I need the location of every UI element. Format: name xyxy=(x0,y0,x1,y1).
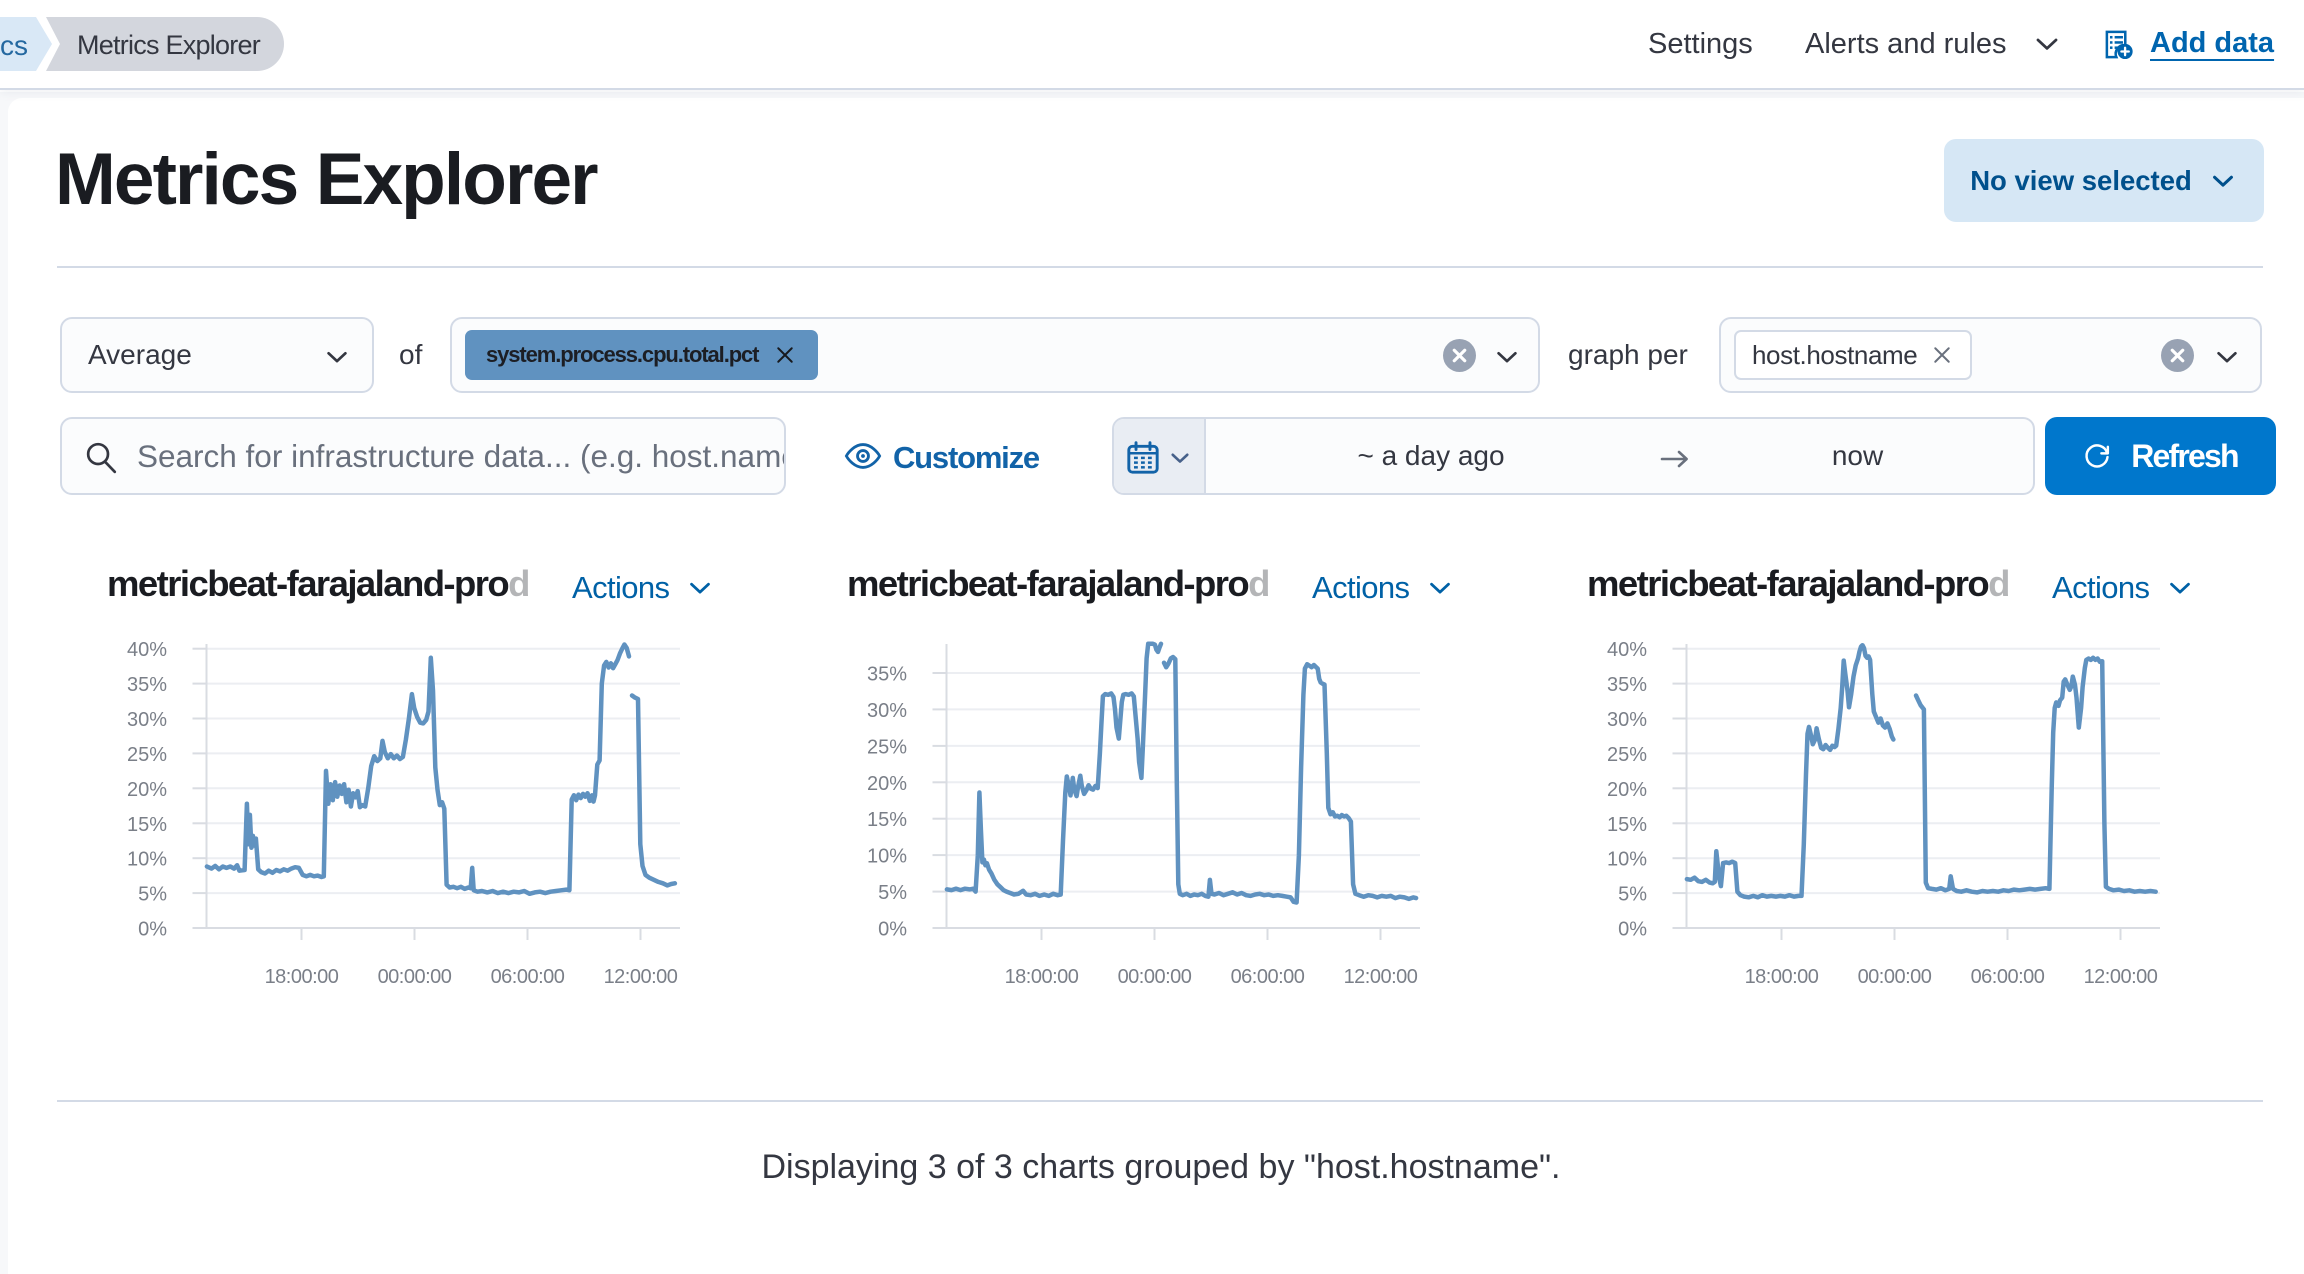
svg-text:5%: 5% xyxy=(1618,884,1647,906)
svg-text:06:00:00: 06:00:00 xyxy=(491,966,565,988)
svg-text:12:00:00: 12:00:00 xyxy=(1344,966,1418,988)
svg-text:06:00:00: 06:00:00 xyxy=(1971,966,2045,988)
svg-text:06:00:00: 06:00:00 xyxy=(1231,966,1305,988)
svg-text:20%: 20% xyxy=(867,773,907,795)
svg-text:18:00:00: 18:00:00 xyxy=(265,966,339,988)
svg-text:18:00:00: 18:00:00 xyxy=(1005,966,1079,988)
svg-text:0%: 0% xyxy=(1618,919,1647,941)
svg-text:30%: 30% xyxy=(1607,709,1647,731)
svg-text:40%: 40% xyxy=(127,639,167,661)
svg-text:35%: 35% xyxy=(867,664,907,686)
svg-text:15%: 15% xyxy=(1607,814,1647,836)
svg-text:35%: 35% xyxy=(127,674,167,696)
svg-text:0%: 0% xyxy=(878,919,907,941)
svg-text:15%: 15% xyxy=(127,814,167,836)
svg-text:15%: 15% xyxy=(867,809,907,831)
svg-text:10%: 10% xyxy=(1607,849,1647,871)
svg-text:40%: 40% xyxy=(1607,639,1647,661)
svg-text:20%: 20% xyxy=(127,779,167,801)
svg-text:30%: 30% xyxy=(127,709,167,731)
svg-text:00:00:00: 00:00:00 xyxy=(1118,966,1192,988)
svg-text:25%: 25% xyxy=(867,736,907,758)
svg-text:10%: 10% xyxy=(867,846,907,868)
svg-text:0%: 0% xyxy=(138,919,167,941)
svg-text:30%: 30% xyxy=(867,700,907,722)
svg-text:18:00:00: 18:00:00 xyxy=(1745,966,1819,988)
svg-text:00:00:00: 00:00:00 xyxy=(378,966,452,988)
svg-text:12:00:00: 12:00:00 xyxy=(2084,966,2158,988)
svg-text:10%: 10% xyxy=(127,849,167,871)
svg-text:5%: 5% xyxy=(138,884,167,906)
svg-text:20%: 20% xyxy=(1607,779,1647,801)
svg-text:25%: 25% xyxy=(1607,744,1647,766)
svg-text:00:00:00: 00:00:00 xyxy=(1858,966,1932,988)
svg-text:35%: 35% xyxy=(1607,674,1647,696)
svg-text:12:00:00: 12:00:00 xyxy=(604,966,678,988)
svg-text:5%: 5% xyxy=(878,882,907,904)
svg-text:25%: 25% xyxy=(127,744,167,766)
